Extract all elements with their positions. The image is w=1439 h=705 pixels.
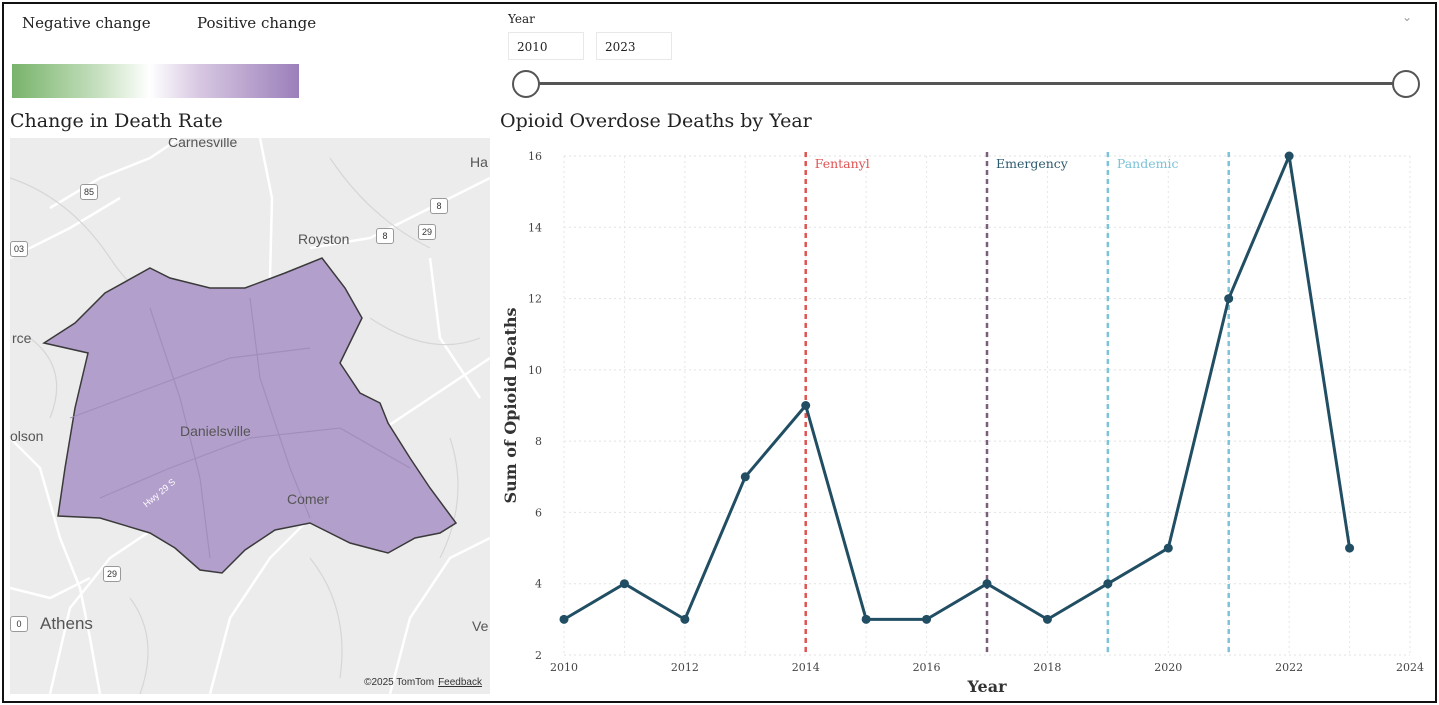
route-8-shield-2: 8 [376,228,394,244]
place-ve: Ve [472,618,489,634]
year-slider-end-handle[interactable] [1392,70,1420,98]
y-tick-label: 12 [528,293,542,306]
madison-county [42,257,458,574]
x-tick-label: 2010 [550,661,578,674]
feedback-link[interactable]: Feedback [438,677,482,688]
y-axis-title: Sum of Opioid Deaths [501,308,520,504]
legend-negative-label: Negative change [22,14,151,32]
data-point [619,579,629,589]
map-roads [10,138,490,694]
x-tick-label: 2016 [913,661,941,674]
year-slider-track[interactable] [526,82,1406,85]
route-29-shield: 29 [418,224,436,240]
route-8-shield: 8 [430,198,448,214]
data-point [1345,543,1355,553]
data-point [1163,543,1173,553]
data-point [680,614,690,624]
data-point [1224,294,1234,304]
place-athens: Athens [40,614,93,633]
annotation-label: Fentanyl [815,156,870,171]
y-tick-label: 10 [528,364,542,377]
chevron-down-icon[interactable]: ⌄ [1402,10,1413,24]
data-point [559,614,569,624]
y-tick-label: 6 [535,506,542,519]
year-slider-start-handle[interactable] [512,70,540,98]
route-0-shield: 0 [10,616,28,632]
x-tick-label: 2022 [1275,661,1303,674]
y-tick-label: 2 [535,649,542,662]
opioid-deaths-line-chart: 2 4 6 8 10 12 14 16 2010 2012 2014 2016 2018 2020 2022… [501,150,1424,696]
place-commerce: rce [12,330,32,346]
legend-positive-label: Positive change [197,14,317,32]
x-tick-label: 2020 [1154,661,1182,674]
data-point [861,614,871,624]
y-tick-label: 8 [535,435,542,448]
annotation-label: Pandemic [1117,156,1179,171]
annotation-label: Emergency [996,156,1069,171]
place-carnesville: Carnesville [168,138,238,150]
data-point [1042,614,1052,624]
x-tick-label: 2012 [671,661,699,674]
x-axis-title: Year [966,677,1007,696]
legend-color-scale [12,64,299,98]
data-point [982,579,992,589]
y-tick-label: 14 [528,221,542,234]
place-hartwell: Ha [470,154,488,170]
route-03-shield: 03 [10,241,28,257]
place-comer: Comer [287,491,330,507]
x-tick-label: 2014 [792,661,820,674]
place-nicholson: olson [10,428,44,444]
data-point [801,401,811,410]
data-point [1284,151,1294,161]
x-tick-label: 2024 [1396,661,1424,674]
year-end-input[interactable]: 2023 [596,32,672,60]
x-tick-label: 2018 [1033,661,1061,674]
data-point [922,614,932,624]
series-line [563,154,1352,621]
y-tick-label: 4 [535,578,542,591]
place-royston: Royston [298,231,350,247]
y-tick-label: 16 [528,150,542,163]
map[interactable]: Carnesville Royston Danielsville Comer A… [10,138,490,694]
map-copyright: ©2025 TomTom Feedback [364,677,482,688]
chart-title: Opioid Overdose Deaths by Year [500,110,812,132]
data-point [1103,579,1113,589]
map-title: Change in Death Rate [10,110,223,132]
route-29-shield-2: 29 [103,566,121,582]
year-start-input[interactable]: 2010 [508,32,584,60]
place-danielsville: Danielsville [180,423,251,439]
year-filter-label: Year [508,12,535,26]
interstate-85-shield: 85 [80,184,98,200]
data-point [740,472,750,482]
